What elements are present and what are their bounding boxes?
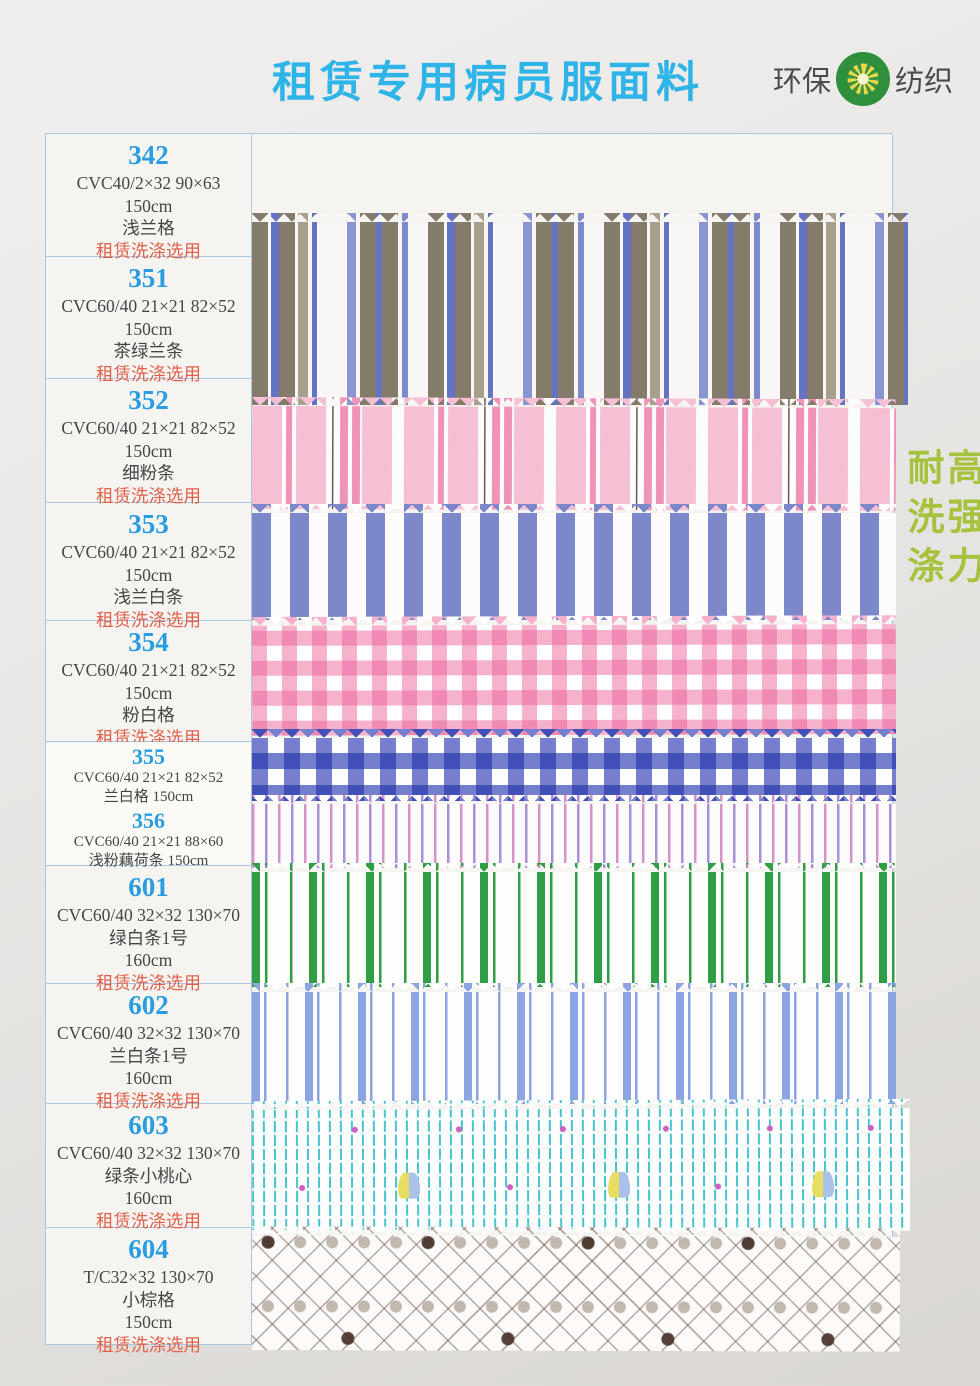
fabric-name-width: 浅粉藕荷条 150cm [88,852,209,869]
fabric-name: 细粉条 [122,463,175,483]
pink-dot-icon [351,1126,358,1133]
rental-note: 租赁洗涤选用 [96,1210,201,1231]
spec-cell-355-356: 355 CVC60/40 21×21 82×52 兰白格 150cm 356 C… [46,742,251,869]
fabric-width: 150cm [124,440,173,461]
fabric-name: 浅兰格 [122,218,175,238]
rental-note: 租赁洗涤选用 [96,240,201,261]
fabric-swatch-356-pink-purple-pinstripe [252,795,896,868]
side-slogan: 高配棉 高强力 耐洗涤 [902,448,980,625]
fabric-spec: CVC60/40 21×21 82×52 [61,542,236,562]
fabric-swatch-342-351-multi-stripe [252,213,908,405]
fabric-name: 绿条小桃心 [104,1165,193,1186]
fabric-width: 150cm [124,682,173,703]
fabric-swatch-352-pink-stripe [251,396,897,512]
fabric-code: 342 [128,140,169,170]
spec-cell-603: 603 CVC60/40 32×32 130×70 绿条小桃心 160cm 租赁… [46,1104,251,1231]
fabric-spec: T/C32×32 130×70 [83,1267,214,1287]
fabric-spec: CVC60/40 32×32 130×70 [56,1143,241,1163]
pink-dot-icon [299,1184,306,1191]
heart-droplet-icon [608,1171,631,1198]
fabric-code: 351 [128,263,169,293]
pink-dot-icon [455,1126,462,1133]
spec-cell-601: 601 CVC60/40 32×32 130×70 绿白条1号 160cm 租赁… [46,866,251,993]
fabric-swatch-354-pink-gingham [251,615,897,736]
rental-note: 租赁洗涤选用 [96,485,201,506]
page-title: 租赁专用病员服面料 [272,59,704,107]
fabric-code: 603 [128,1110,169,1140]
fabric-code: 356 [132,808,165,833]
fabric-spec: CVC60/40 32×32 130×70 [56,905,241,925]
fabric-spec: CVC60/40 32×32 130×70 [56,1023,241,1043]
spec-cell-352: 352 CVC60/40 21×21 82×52 150cm 细粉条 租赁洗涤选… [46,379,251,506]
spec-cell-351: 351 CVC60/40 21×21 82×52 150cm 茶绿兰条 租赁洗涤… [46,257,251,384]
rental-note: 租赁洗涤选用 [96,1090,201,1111]
pink-dot-icon [507,1184,514,1191]
fabric-width: 160cm [124,1068,173,1088]
fabric-code: 602 [128,990,169,1020]
slogan-high-strength: 高强力 [942,448,980,595]
rental-note: 租赁洗涤选用 [96,972,201,993]
fabric-code: 355 [132,744,165,769]
pink-dot-icon [715,1183,722,1190]
fabric-width: 150cm [124,1312,173,1332]
spec-cell-604: 604 T/C32×32 130×70 小棕格 150cm 租赁洗涤选用 [46,1228,251,1355]
fabric-name: 兰白条1号 [109,1045,188,1066]
rental-note: 租赁洗涤选用 [96,1334,201,1355]
spec-cell-353: 353 CVC60/40 21×21 82×52 150cm 浅兰白条 租赁洗涤… [46,503,251,630]
rental-note: 租赁洗涤选用 [96,363,201,384]
fabric-spec: CVC60/40 21×21 82×52 [61,296,236,316]
fabric-swatch-355-blue-gingham [252,729,896,801]
fabric-width: 150cm [124,564,173,585]
fabric-name: 茶绿兰条 [113,341,184,361]
heart-droplet-icon [398,1172,421,1199]
fabric-swatch-602-blue-stripe [252,983,896,1104]
fabric-swatch-353-blue-white-stripe [252,504,896,620]
fabric-code: 604 [128,1234,169,1264]
spec-cell-354: 354 CVC60/40 21×21 82×52 150cm 粉白格 租赁洗涤选… [46,621,251,748]
fabric-width: 160cm [124,1188,173,1208]
pink-dot-icon [559,1126,566,1133]
slogan-wash-resistant: 耐洗涤 [902,448,943,595]
fabric-spec: CVC60/40 21×21 82×52 [73,770,224,786]
fabric-name: 浅兰白条 [113,587,184,607]
pink-dot-icon [867,1124,874,1131]
fabric-swatch-601-green-stripe [252,863,896,987]
fabric-spec: CVC60/40 21×21 82×52 [61,418,236,438]
fabric-width: 150cm [124,318,173,339]
eco-flower-logo-icon [836,52,891,106]
fabric-code: 352 [128,385,169,415]
fabric-spec: CVC40/2×32 90×63 [76,173,221,193]
fabric-width: 150cm [124,195,173,216]
spec-cell-602: 602 CVC60/40 32×32 130×70 兰白条1号 160cm 租赁… [46,984,251,1111]
spec-cell-342: 342 CVC40/2×32 90×63 150cm 浅兰格 租赁洗涤选用 [46,134,251,261]
fabric-name: 绿白条1号 [109,927,188,948]
fabric-spec: CVC60/40 21×21 82×52 [61,660,236,680]
fabric-name: 粉白格 [122,705,175,725]
fabric-name: 小棕格 [122,1289,175,1310]
fabric-width: 160cm [124,950,173,970]
rental-note: 租赁洗涤选用 [96,609,201,630]
fabric-code: 353 [128,509,169,539]
brand-logo: 环保 纺织 [773,52,953,106]
fabric-code: 354 [128,627,169,657]
logo-left-label: 环保 [773,66,832,98]
fabric-swatch-604-brown-monogram-check [251,1226,901,1352]
pink-dot-icon [766,1125,773,1132]
fabric-swatch-603-teal-stripe-hearts [251,1098,911,1234]
fabric-name-width: 兰白格 150cm [103,788,194,805]
pink-dot-icon [662,1125,669,1132]
fabric-code: 601 [128,872,169,902]
spec-column: 342 CVC40/2×32 90×63 150cm 浅兰格 租赁洗涤选用 35… [46,134,252,1355]
heart-droplet-icon [812,1171,835,1198]
fabric-spec: CVC60/40 21×21 88×60 [73,834,224,850]
logo-right-label: 纺织 [895,66,954,98]
